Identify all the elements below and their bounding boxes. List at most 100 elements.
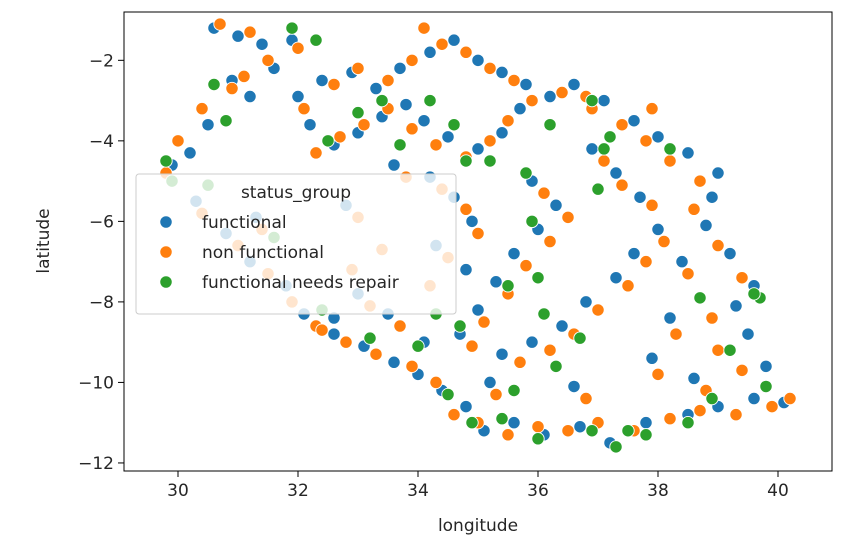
point-functional (465, 214, 479, 229)
point-functional (507, 246, 521, 261)
y-tick-label: −8 (89, 293, 114, 313)
point-functional (495, 126, 509, 140)
point-functional (609, 166, 623, 180)
x-tick-label: 32 (287, 481, 309, 501)
point-non-functional (525, 93, 539, 108)
y-tick-label: −4 (89, 132, 114, 152)
point-functional-needs-repair (393, 138, 407, 152)
point-non-functional (543, 234, 557, 249)
point-non-functional (405, 122, 419, 136)
point-non-functional (381, 73, 395, 88)
point-non-functional (171, 134, 185, 148)
point-functional (585, 142, 599, 156)
point-non-functional (615, 178, 629, 192)
legend-label: non functional (202, 243, 324, 263)
point-functional (759, 359, 773, 373)
point-non-functional (327, 77, 341, 92)
point-functional (627, 246, 641, 261)
point-functional (663, 311, 677, 325)
point-functional-needs-repair (363, 331, 377, 345)
point-non-functional (621, 279, 635, 293)
point-functional-needs-repair (519, 166, 533, 180)
point-functional-needs-repair (663, 142, 677, 156)
point-functional (303, 118, 317, 132)
point-non-functional (489, 387, 503, 402)
point-non-functional (693, 174, 707, 188)
point-non-functional (543, 343, 557, 357)
point-functional (423, 45, 437, 59)
point-functional (399, 97, 413, 112)
point-non-functional (435, 37, 449, 51)
point-non-functional (591, 303, 605, 317)
point-functional-needs-repair (681, 416, 695, 430)
point-non-functional (729, 407, 743, 422)
point-functional-needs-repair (591, 182, 605, 196)
point-non-functional (639, 134, 653, 148)
point-functional (519, 77, 533, 92)
point-functional (723, 246, 737, 261)
point-functional-needs-repair (507, 383, 521, 398)
point-functional (495, 347, 509, 361)
point-functional-needs-repair (723, 343, 737, 357)
point-functional-needs-repair (351, 106, 365, 120)
point-functional (231, 29, 245, 43)
point-functional (711, 166, 725, 180)
point-functional (687, 371, 701, 386)
point-functional-needs-repair (693, 291, 707, 305)
point-functional-needs-repair (375, 93, 389, 108)
legend-box (135, 173, 457, 315)
point-non-functional (351, 61, 365, 76)
point-functional-needs-repair (537, 307, 551, 321)
point-functional-needs-repair (495, 412, 509, 426)
point-non-functional (429, 375, 443, 390)
point-non-functional (669, 327, 683, 341)
point-functional-needs-repair (411, 339, 425, 353)
point-functional (549, 198, 563, 212)
point-functional-needs-repair (501, 279, 515, 293)
point-functional-needs-repair (441, 387, 455, 402)
point-non-functional (459, 45, 473, 59)
point-non-functional (579, 391, 593, 406)
point-functional (579, 295, 593, 309)
point-non-functional (465, 339, 479, 353)
legend-marker (159, 275, 173, 289)
legend-items: functional non functional functional needs… (159, 213, 399, 293)
point-functional-needs-repair (609, 440, 623, 454)
point-functional (573, 420, 587, 434)
point-non-functional (357, 118, 371, 132)
point-functional (327, 327, 341, 341)
point-functional (525, 335, 539, 349)
point-functional-needs-repair (159, 154, 173, 168)
point-non-functional (447, 407, 461, 422)
point-functional-needs-repair (747, 287, 761, 301)
point-non-functional (735, 271, 749, 285)
y-tick-label: −10 (78, 373, 114, 393)
legend-label: functional needs repair (202, 273, 399, 293)
point-functional-needs-repair (543, 118, 557, 132)
point-non-functional (471, 226, 485, 241)
point-functional (489, 275, 503, 289)
point-functional (651, 222, 665, 237)
point-functional-needs-repair (531, 432, 545, 446)
point-functional (291, 89, 305, 104)
point-non-functional (519, 259, 533, 273)
point-non-functional (597, 154, 611, 168)
point-non-functional (513, 355, 527, 369)
point-functional (705, 190, 719, 204)
point-non-functional (429, 138, 443, 152)
point-functional (471, 142, 485, 156)
point-non-functional (561, 210, 575, 224)
point-non-functional (243, 25, 257, 39)
point-non-functional (693, 403, 707, 418)
point-functional (387, 158, 401, 172)
point-non-functional (225, 81, 239, 96)
point-functional (699, 218, 713, 233)
point-functional (747, 391, 761, 406)
x-tick-label: 40 (767, 481, 789, 501)
point-functional (459, 263, 473, 277)
point-functional (369, 81, 383, 96)
point-functional (645, 351, 659, 365)
point-functional-needs-repair (465, 416, 479, 430)
x-tick-label: 34 (407, 481, 429, 501)
